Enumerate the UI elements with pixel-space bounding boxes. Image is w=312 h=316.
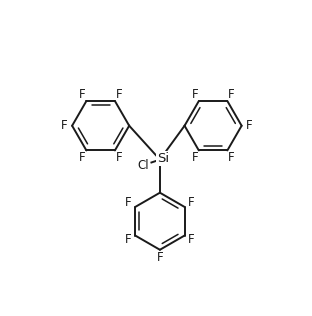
Text: F: F (228, 151, 235, 164)
Text: F: F (125, 233, 132, 246)
Text: F: F (192, 88, 198, 100)
Text: F: F (61, 119, 67, 132)
Text: Si: Si (157, 152, 169, 165)
Text: F: F (79, 88, 86, 100)
Text: F: F (116, 151, 122, 164)
Text: F: F (116, 88, 122, 100)
Text: F: F (228, 88, 235, 100)
Text: F: F (157, 251, 163, 264)
Text: F: F (79, 151, 86, 164)
Text: Cl: Cl (138, 159, 149, 172)
Text: F: F (125, 197, 132, 210)
Text: F: F (192, 151, 198, 164)
Text: F: F (188, 233, 195, 246)
Text: F: F (246, 119, 253, 132)
Text: F: F (188, 197, 195, 210)
